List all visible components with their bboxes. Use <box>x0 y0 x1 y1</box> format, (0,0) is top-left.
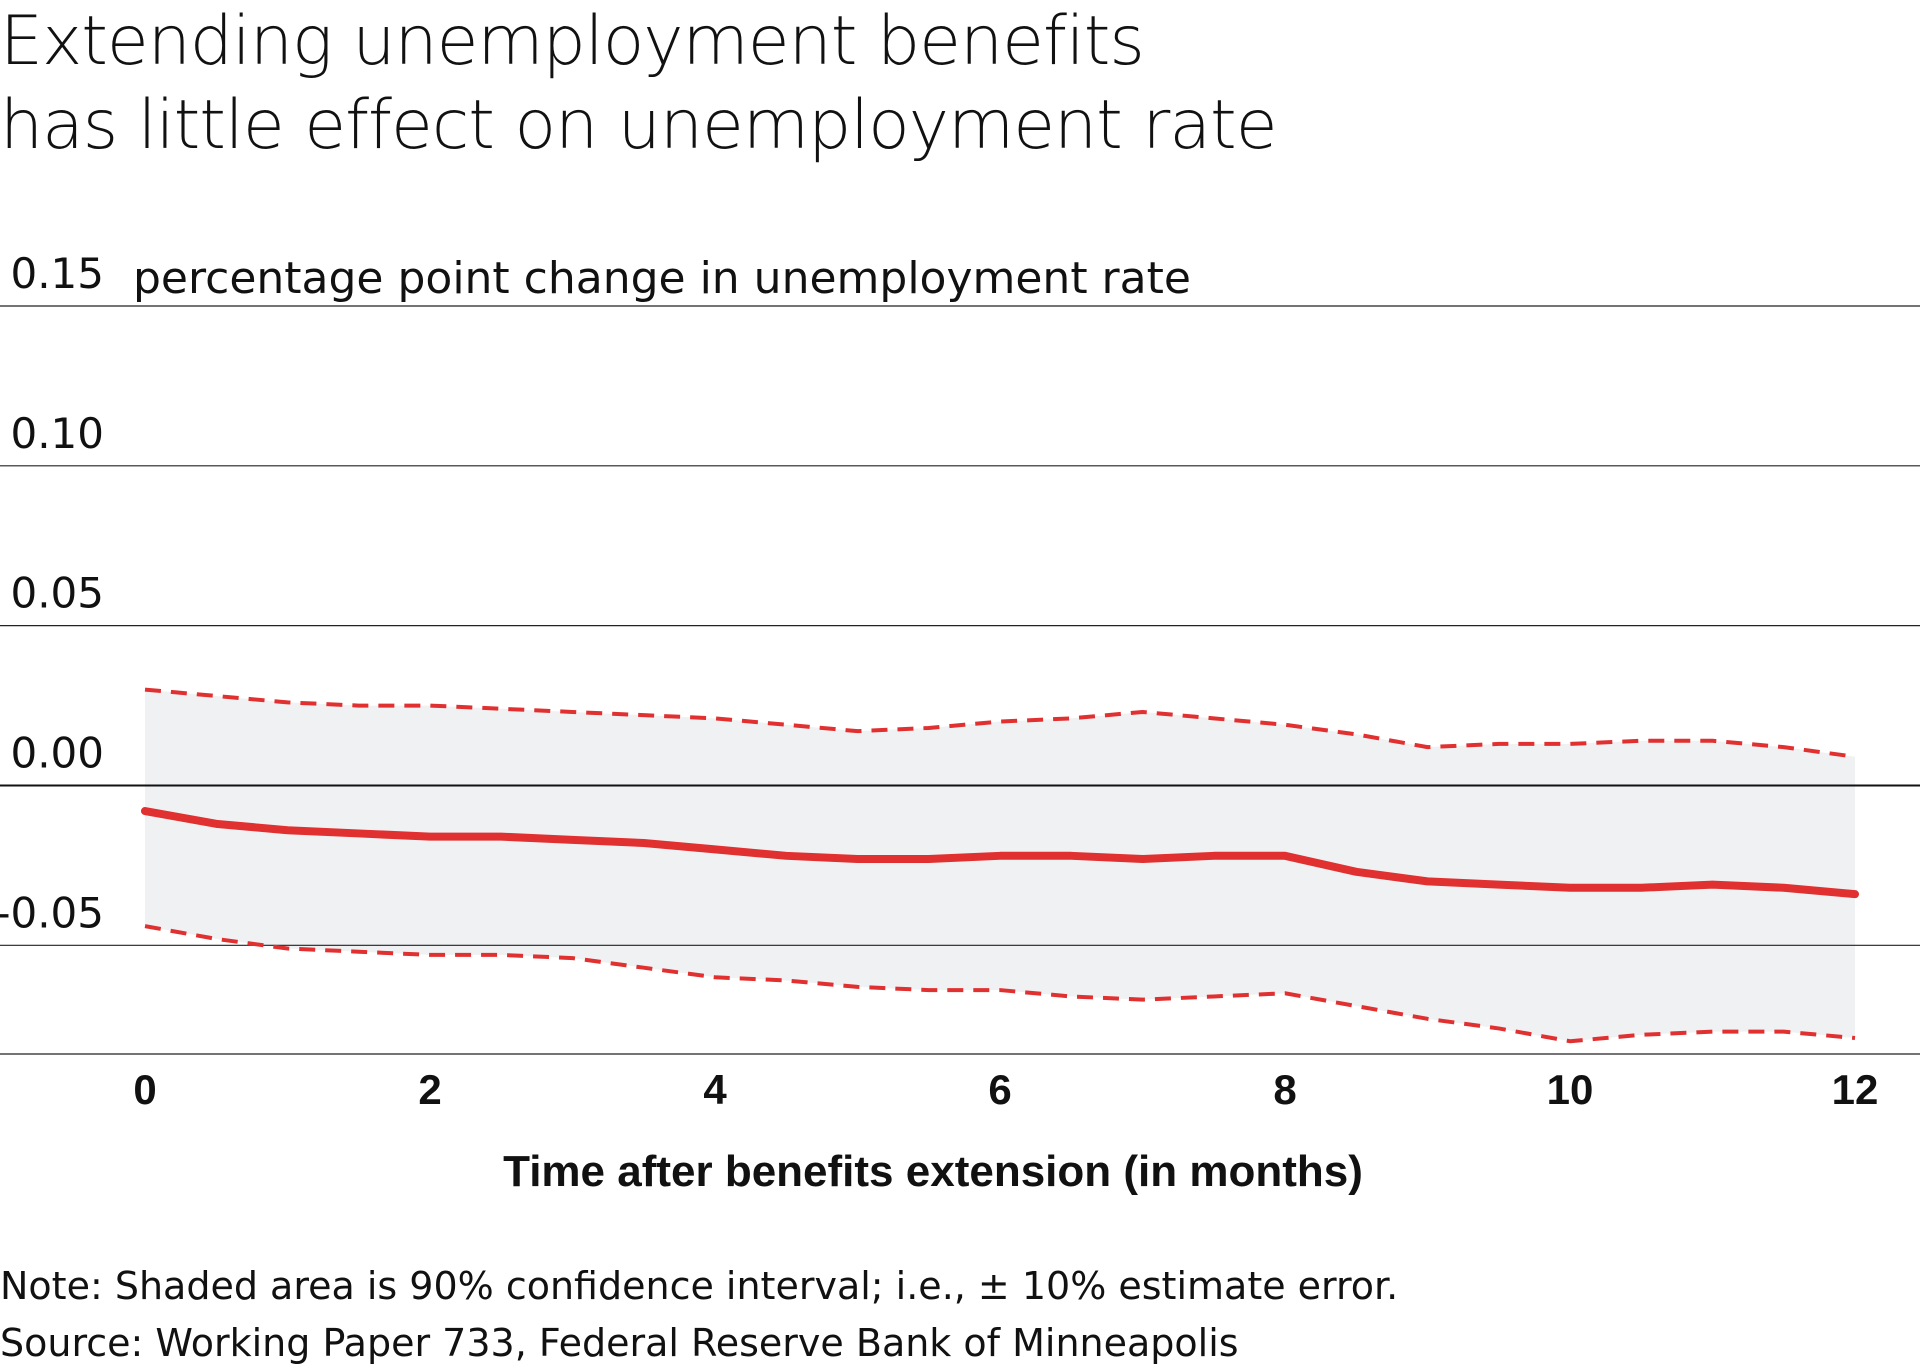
confidence-band-layer <box>145 689 1855 1042</box>
y-tick-label: 0.15 <box>10 249 104 298</box>
y-tick-label: 0.10 <box>10 409 104 458</box>
y-axis-title: percentage point change in unemployment … <box>133 253 1191 304</box>
chart-title-line-2: has little effect on unemployment rate <box>0 86 1278 165</box>
chart-title: Extending unemployment benefits has litt… <box>0 0 1900 168</box>
y-tick-label: -0.05 <box>0 888 104 937</box>
y-tick-labels-layer: 0.15 0.10 0.05 0.00 -0.05 <box>0 249 104 937</box>
x-tick-label: 4 <box>703 1066 727 1113</box>
chart-title-line-1: Extending unemployment benefits <box>0 2 1145 81</box>
lower-90-bound-line <box>144 924 1856 1044</box>
x-tick-label: 10 <box>1547 1066 1594 1113</box>
x-tick-label: 6 <box>988 1066 1011 1113</box>
y-tick-label: 0.00 <box>10 728 104 777</box>
x-tick-label: 0 <box>133 1066 156 1113</box>
y-tick-label: 0.05 <box>10 569 104 618</box>
x-tick-label: 12 <box>1832 1066 1879 1113</box>
x-tick-labels-layer: 0 2 4 6 8 10 12 <box>133 1066 1878 1113</box>
x-tick-label: 2 <box>418 1066 441 1113</box>
estimate-line <box>141 807 1859 899</box>
gridlines-layer <box>0 305 1920 1055</box>
chart-notes: Note: Shaded area is 90% confidence inte… <box>0 1258 1398 1372</box>
note-text: Note: Shaded area is 90% confidence inte… <box>0 1264 1399 1308</box>
x-axis-title: Time after benefits extension (in months… <box>503 1147 1363 1196</box>
x-tick-label: 8 <box>1273 1066 1296 1113</box>
source-text: Source: Working Paper 733, Federal Reser… <box>0 1321 1239 1365</box>
confidence-band <box>145 689 1855 1042</box>
series-layer <box>141 687 1859 1044</box>
